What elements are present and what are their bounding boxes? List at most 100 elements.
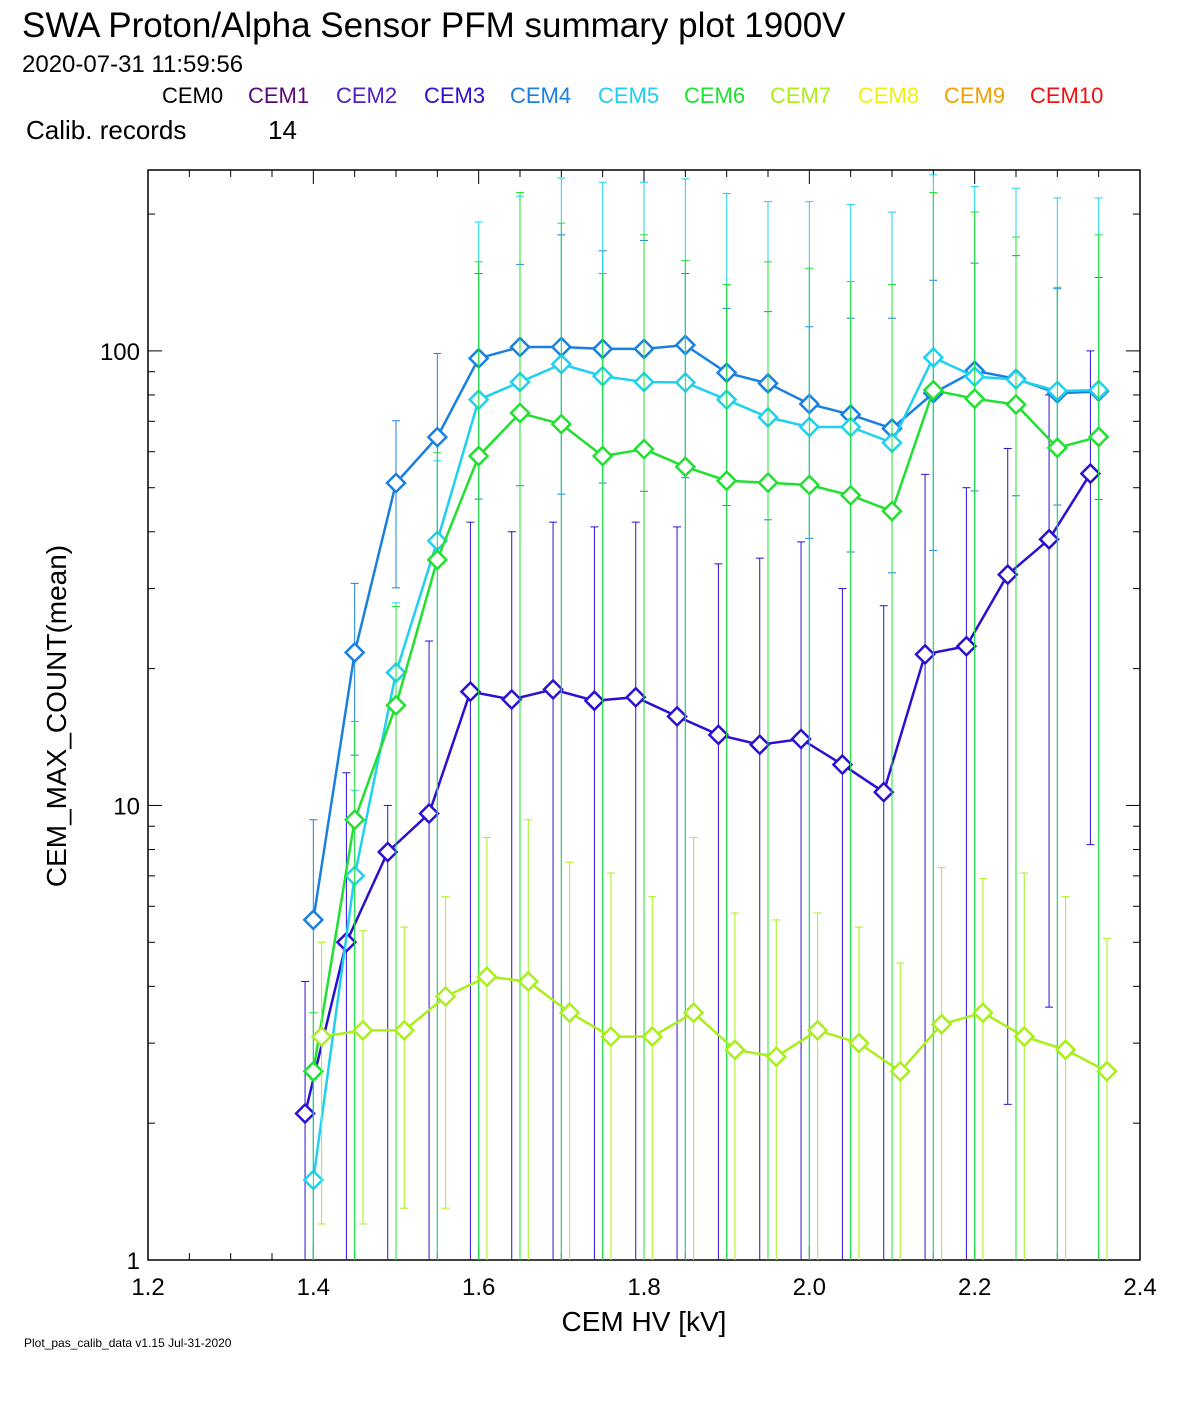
data-point-cem7	[765, 1045, 788, 1068]
data-point-cem6	[426, 549, 449, 571]
data-point-cem7	[1013, 1025, 1036, 1048]
data-point-cem7	[1054, 1039, 1077, 1061]
data-point-cem6	[674, 455, 697, 478]
data-point-cem3	[459, 680, 482, 703]
series-cem7	[310, 819, 1118, 1260]
data-point-cem4	[302, 909, 325, 931]
x-tick-label: 1.8	[627, 1274, 660, 1301]
x-tick-label: 1.6	[462, 1274, 495, 1301]
data-point-cem7	[972, 1001, 994, 1024]
data-point-cem6	[963, 387, 986, 410]
data-point-cem7	[848, 1032, 870, 1054]
data-point-cem6	[1087, 426, 1110, 448]
data-point-cem3	[1038, 528, 1060, 551]
data-point-cem6	[509, 402, 531, 424]
legend-entry-cem8: CEM8	[858, 83, 920, 108]
x-tick-label: 1.4	[297, 1274, 330, 1301]
data-point-cem3	[418, 802, 440, 825]
data-point-cem4	[426, 426, 449, 448]
legend-entry-cem7: CEM7	[770, 83, 832, 108]
series-line-cem4	[312, 343, 1099, 921]
data-point-cem7	[1096, 1060, 1118, 1083]
data-point-cem7	[889, 1060, 912, 1083]
timestamp: 2020-07-31 11:59:56	[22, 51, 244, 78]
data-point-cem6	[591, 445, 614, 467]
data-point-cem3	[624, 686, 647, 709]
data-point-cem7	[310, 1025, 333, 1048]
x-tick-label: 2.4	[1123, 1274, 1156, 1301]
data-point-cem3	[542, 678, 564, 701]
data-point-cem7	[641, 1025, 664, 1048]
data-point-cem6	[550, 413, 573, 435]
data-point-cem7	[806, 1019, 829, 1042]
series-line-cem7	[321, 975, 1108, 1074]
data-point-cem7	[434, 985, 457, 1008]
data-point-cem6	[715, 469, 738, 492]
data-point-cem3	[707, 724, 730, 746]
data-point-cem7	[600, 1025, 622, 1048]
data-point-cem7	[352, 1019, 374, 1042]
legend-entry-cem10: CEM10	[1030, 83, 1104, 108]
calib-records-count: 14	[268, 115, 297, 145]
legend-entry-cem9: CEM9	[944, 83, 1006, 108]
data-point-cem6	[633, 438, 655, 460]
data-point-cem6	[385, 694, 407, 717]
footer-version: Plot_pas_calib_data v1.15 Jul-31-2020	[24, 1336, 232, 1350]
legend: CEM0 CEM1 CEM2 CEM3 CEM4 CEM5 CEM6 CEM7 …	[0, 82, 1201, 112]
legend-entry-cem6: CEM6	[684, 83, 746, 108]
chart-axes: 1.2 1.4 1.6 1.8 2.0 2.2 2.4 1 10 100	[100, 169, 1157, 1301]
series-cem4	[302, 234, 1110, 1260]
data-point-cem6	[1046, 437, 1069, 459]
data-point-cem3	[376, 841, 399, 863]
data-point-cem3	[294, 1102, 316, 1125]
data-point-cem3	[996, 563, 1019, 586]
data-point-cem6	[302, 1060, 325, 1083]
series-cem3	[294, 350, 1102, 1260]
data-point-cem7	[558, 1001, 581, 1024]
data-point-cem7	[393, 1019, 416, 1042]
data-point-cem7	[476, 965, 498, 988]
data-point-cem6	[922, 379, 945, 402]
data-point-cem3	[831, 753, 854, 776]
data-point-cem3	[666, 705, 688, 728]
y-tick-label: 1	[127, 1248, 140, 1275]
data-point-cem4	[343, 641, 366, 664]
data-point-cem6	[798, 474, 821, 496]
y-tick-label: 100	[100, 339, 140, 366]
data-point-cem6	[1005, 393, 1027, 416]
series-line-cem6	[312, 388, 1100, 1072]
data-point-cem7	[682, 1001, 705, 1024]
y-tick-label: 10	[113, 793, 140, 820]
x-axis-label: CEM HV [kV]	[562, 1306, 727, 1337]
data-point-cem6	[839, 484, 862, 507]
data-point-cem7	[517, 970, 540, 993]
legend-entry-cem1: CEM1	[248, 83, 310, 108]
legend-entry-cem0: CEM0	[162, 83, 224, 108]
page-title: SWA Proton/Alpha Sensor PFM summary plot…	[22, 6, 846, 45]
data-point-cem6	[757, 471, 779, 494]
legend-entry-cem3: CEM3	[424, 83, 486, 108]
x-tick-label: 1.2	[131, 1274, 164, 1301]
data-point-cem6	[881, 500, 903, 522]
y-axis-label: CEM_MAX_COUNT(mean)	[41, 545, 72, 887]
data-point-cem6	[343, 809, 366, 831]
legend-entry-cem5: CEM5	[598, 83, 660, 108]
data-point-cem6	[467, 445, 490, 467]
x-tick-label: 2.2	[958, 1274, 991, 1301]
data-point-cem7	[724, 1039, 746, 1061]
series-cem6	[302, 192, 1110, 1260]
data-point-cem3	[1079, 462, 1102, 485]
legend-entry-cem2: CEM2	[336, 83, 398, 108]
data-point-cem3	[583, 689, 606, 712]
data-point-cem4	[385, 472, 407, 494]
data-point-cem3	[955, 635, 978, 658]
data-point-cem3	[500, 688, 523, 711]
data-point-cem3	[914, 643, 936, 666]
legend-entry-cem4: CEM4	[510, 83, 572, 108]
data-point-cem3	[872, 781, 895, 803]
data-point-cem3	[748, 733, 771, 756]
data-point-cem7	[930, 1013, 953, 1036]
calib-records-label: Calib. records	[26, 115, 187, 145]
data-point-cem3	[790, 728, 812, 750]
